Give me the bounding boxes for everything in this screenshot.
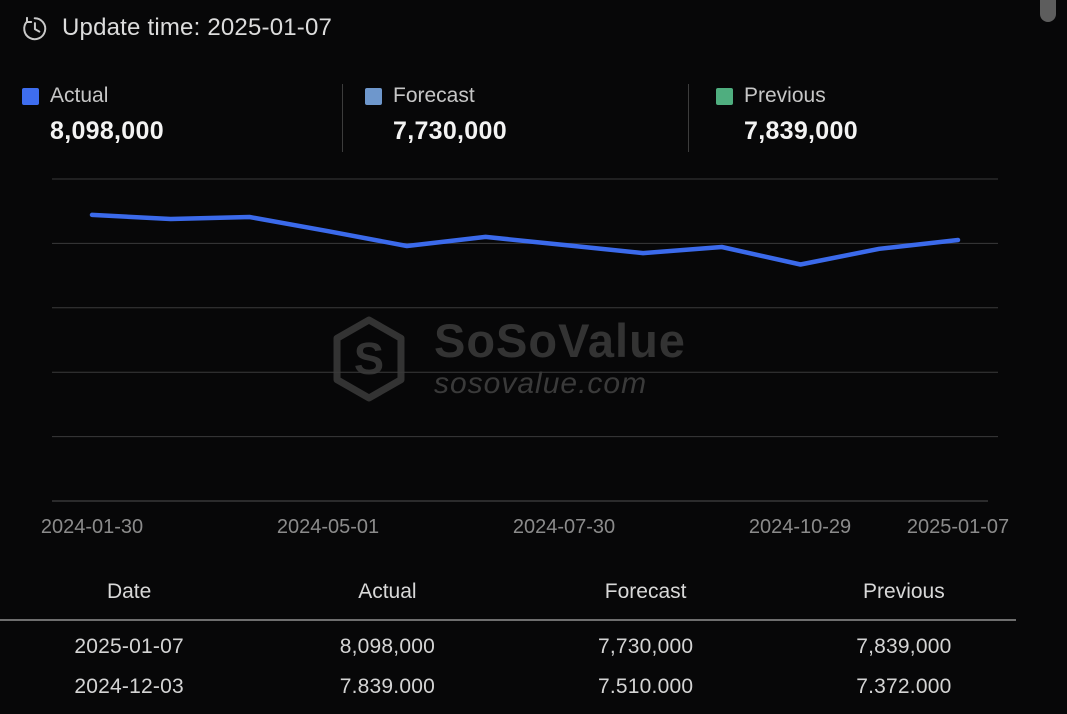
svg-text:S: S — [354, 333, 384, 384]
column-header-actual: Actual — [358, 580, 417, 603]
previous-value: 7,839,000 — [744, 117, 858, 145]
x-tick-label: 2024-01-30 — [40, 516, 144, 538]
legend-item-previous: Previous 7,839,000 — [716, 84, 858, 146]
cell-forecast: 7,730,000 — [598, 635, 694, 658]
legend-item-forecast: Forecast 7,730,000 — [365, 84, 507, 146]
x-tick-label: 2024-07-30 — [512, 516, 616, 538]
cell-previous: 7,839,000 — [856, 635, 952, 658]
previous-color-swatch — [716, 87, 733, 105]
actual-series-line — [89, 212, 961, 267]
table-row: 2024-12-03 7.839.000 7.510.000 7.372.000 — [0, 675, 1033, 699]
x-tick-label: 2025-01-07 — [906, 516, 1010, 538]
legend-divider — [342, 84, 343, 152]
column-header-date: Date — [106, 580, 152, 603]
cell-previous: 7.372.000 — [856, 675, 952, 698]
forecast-value: 7,730,000 — [393, 117, 507, 145]
legend-label: Actual — [50, 84, 109, 107]
table-row: 2025-01-07 8,098,000 7,730,000 7,839,000 — [0, 635, 1033, 659]
legend-label: Forecast — [393, 84, 475, 107]
x-tick-label: 2024-05-01 — [276, 516, 380, 538]
legend-label: Previous — [744, 84, 826, 107]
cell-forecast: 7.510.000 — [598, 675, 694, 698]
scrollbar-thumb[interactable] — [1040, 0, 1056, 22]
cell-actual: 7.839.000 — [339, 675, 435, 698]
cell-date: 2025-01-07 — [74, 635, 184, 658]
x-tick-label: 2024-10-29 — [748, 516, 852, 538]
update-time-clock-icon — [23, 16, 47, 41]
table-header-row: Date Actual Forecast Previous — [0, 580, 1033, 604]
watermark-domain: sosovalue.com — [434, 367, 648, 401]
column-header-forecast: Forecast — [604, 580, 687, 603]
sosovalue-logo-icon: S — [333, 316, 405, 402]
header: Update time: 2025-01-07 — [20, 14, 332, 42]
table-header-divider — [0, 619, 1016, 621]
chart-legend: Actual 8,098,000 Forecast 7,730,000 Prev… — [0, 84, 1067, 154]
cell-actual: 8,098,000 — [339, 635, 435, 658]
update-time-label: Update time: 2025-01-07 — [62, 14, 333, 41]
actual-value: 8,098,000 — [50, 117, 164, 145]
actual-color-swatch — [22, 87, 39, 105]
legend-divider — [688, 84, 689, 152]
cell-date: 2024-12-03 — [74, 675, 184, 698]
forecast-color-swatch — [365, 87, 382, 105]
legend-item-actual: Actual 8,098,000 — [22, 84, 164, 146]
watermark-brand: SoSoValue — [434, 314, 686, 367]
watermark: S SoSoValue sosovalue.com — [330, 316, 686, 402]
column-header-previous: Previous — [863, 580, 945, 603]
